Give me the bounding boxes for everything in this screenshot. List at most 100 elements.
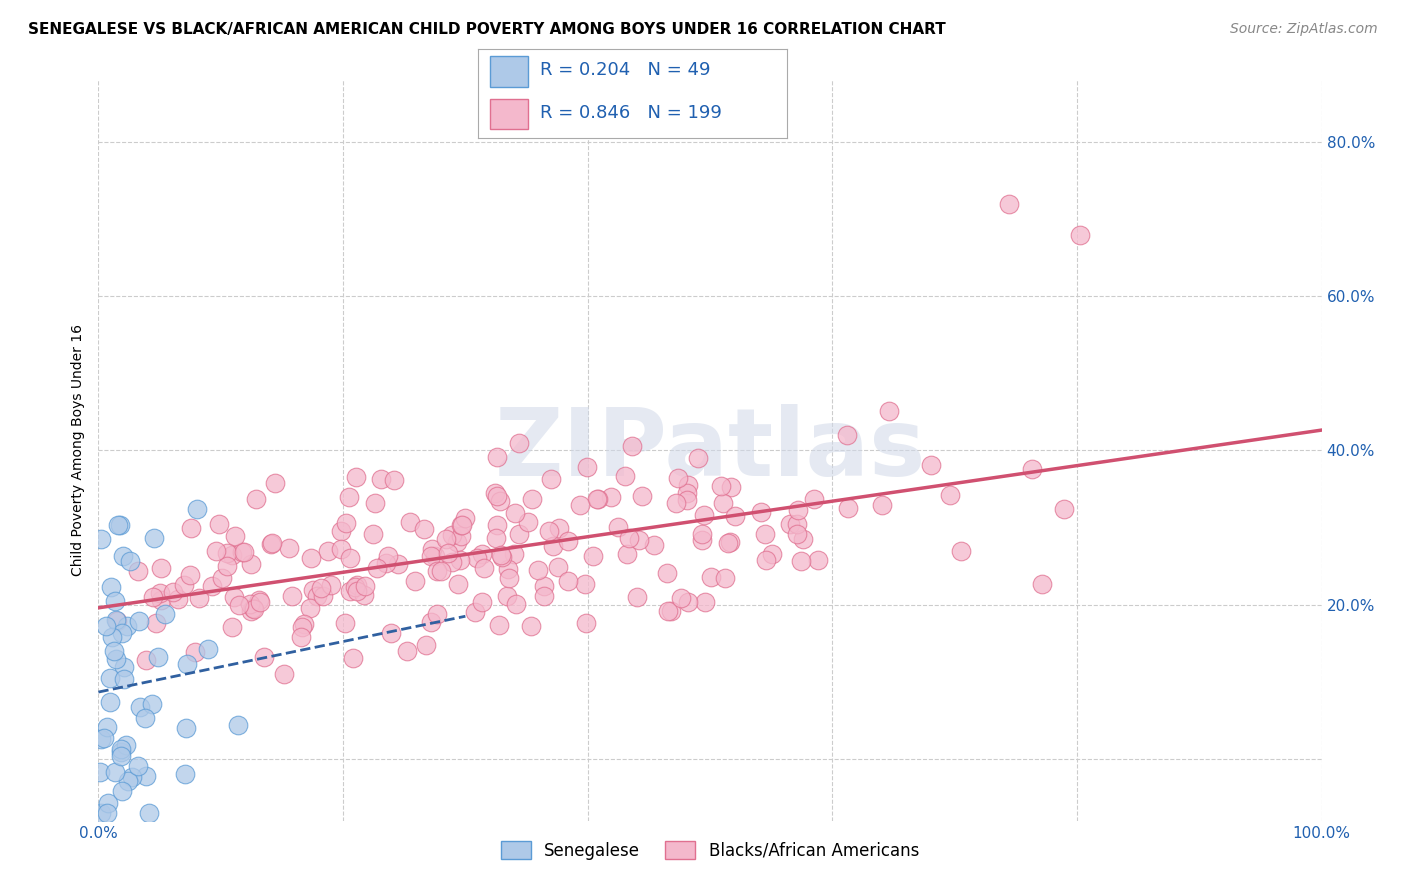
Point <box>657 604 679 618</box>
Point <box>321 578 343 592</box>
Point <box>835 428 858 442</box>
Point <box>419 615 441 630</box>
Point <box>517 515 540 529</box>
Point <box>311 589 333 603</box>
Point <box>630 489 652 503</box>
Point <box>669 591 692 605</box>
Point <box>228 718 250 732</box>
Point <box>749 505 772 519</box>
Point <box>496 589 519 603</box>
Point <box>676 477 699 491</box>
Point <box>346 578 368 592</box>
Point <box>755 553 778 567</box>
Point <box>690 527 713 541</box>
Point <box>224 529 246 543</box>
Point <box>429 564 451 578</box>
Point <box>920 458 942 472</box>
Point <box>105 615 128 629</box>
Point <box>377 549 399 563</box>
Point <box>621 439 644 453</box>
Point <box>290 620 312 634</box>
Point <box>233 544 256 558</box>
Point <box>503 547 526 561</box>
Point <box>655 566 678 580</box>
Point <box>527 563 550 577</box>
Point <box>253 649 276 664</box>
Point <box>335 516 357 530</box>
Point <box>249 595 271 609</box>
Text: SENEGALESE VS BLACK/AFRICAN AMERICAN CHILD POVERTY AMONG BOYS UNDER 16 CORRELATI: SENEGALESE VS BLACK/AFRICAN AMERICAN CHI… <box>28 22 946 37</box>
Point <box>188 591 211 606</box>
Point <box>575 460 598 475</box>
Point <box>395 643 418 657</box>
Point <box>714 571 737 585</box>
Point <box>108 518 131 533</box>
Point <box>366 561 388 575</box>
Point <box>90 533 112 547</box>
Point <box>717 536 740 550</box>
Point <box>491 550 513 565</box>
Point <box>450 518 472 533</box>
Point <box>471 595 494 609</box>
Point <box>221 620 243 634</box>
Point <box>1021 461 1043 475</box>
Point <box>471 547 494 561</box>
Point <box>454 511 477 525</box>
Text: R = 0.204   N = 49: R = 0.204 N = 49 <box>540 62 710 79</box>
Point <box>693 508 716 523</box>
Point <box>939 488 962 502</box>
Point <box>540 472 562 486</box>
Point <box>574 577 596 591</box>
Point <box>588 492 610 507</box>
Point <box>761 547 783 561</box>
Point <box>666 471 689 485</box>
Point <box>309 581 332 595</box>
Point <box>104 764 127 779</box>
Point <box>806 553 828 567</box>
Point <box>205 544 228 558</box>
Point <box>486 450 509 464</box>
Y-axis label: Child Poverty Among Boys Under 16: Child Poverty Among Boys Under 16 <box>70 325 84 576</box>
Point <box>173 578 195 592</box>
Point <box>413 522 436 536</box>
Point <box>585 491 607 506</box>
Point <box>616 547 638 561</box>
Point <box>426 607 449 621</box>
Point <box>142 590 165 604</box>
Point <box>713 496 735 510</box>
Point <box>260 536 283 550</box>
Text: Source: ZipAtlas.com: Source: ZipAtlas.com <box>1230 22 1378 37</box>
Point <box>135 769 157 783</box>
Point <box>101 630 124 644</box>
Point <box>437 546 460 560</box>
Point <box>94 619 117 633</box>
Point <box>117 774 139 789</box>
Point <box>110 745 132 759</box>
Point <box>128 614 150 628</box>
Point <box>153 607 176 622</box>
Point <box>100 580 122 594</box>
Point <box>607 520 630 534</box>
Point <box>143 531 166 545</box>
Point <box>446 535 468 549</box>
Point <box>464 605 486 619</box>
Point <box>90 805 112 820</box>
Point <box>149 560 172 574</box>
FancyBboxPatch shape <box>491 56 527 87</box>
Point <box>167 591 190 606</box>
Point <box>222 590 245 604</box>
Point <box>292 616 315 631</box>
Point <box>337 490 360 504</box>
Point <box>298 601 321 615</box>
Point <box>239 598 262 612</box>
Point <box>129 699 152 714</box>
Point <box>754 527 776 541</box>
Point <box>110 626 132 640</box>
Point <box>533 579 555 593</box>
Point <box>370 472 392 486</box>
Point <box>575 616 598 631</box>
Point <box>98 671 121 685</box>
Point <box>330 524 353 538</box>
Point <box>339 584 361 599</box>
Point <box>343 580 366 594</box>
